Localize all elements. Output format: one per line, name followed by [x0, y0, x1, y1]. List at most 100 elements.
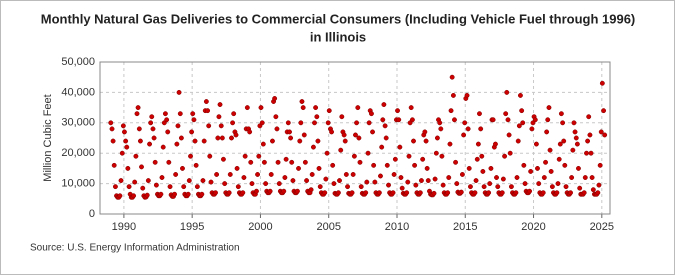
point [488, 165, 494, 171]
point [544, 129, 550, 135]
point [177, 111, 183, 117]
point [111, 162, 117, 168]
point [533, 141, 539, 147]
point [126, 184, 132, 190]
point [355, 105, 361, 111]
point [434, 135, 440, 141]
point [255, 172, 261, 177]
point [503, 111, 509, 117]
point [248, 159, 254, 165]
point [431, 190, 437, 196]
point [588, 150, 594, 156]
point [309, 172, 315, 177]
point [322, 190, 328, 196]
point [275, 159, 281, 165]
point [500, 176, 506, 182]
point [137, 138, 143, 144]
point [164, 117, 170, 123]
point [302, 159, 308, 165]
point [247, 129, 253, 135]
point [193, 162, 199, 168]
point [423, 138, 429, 144]
point [217, 102, 223, 108]
point [281, 188, 287, 194]
point [112, 184, 118, 190]
point [235, 184, 241, 190]
point [515, 138, 521, 144]
point [172, 191, 178, 197]
point [587, 132, 593, 138]
point [568, 190, 573, 196]
point [167, 184, 173, 190]
y-tick-label: 20,000 [61, 147, 95, 159]
point [411, 138, 416, 144]
point [519, 108, 525, 114]
point [316, 165, 322, 171]
point [356, 135, 362, 141]
point [571, 120, 577, 126]
point [398, 175, 404, 180]
point [472, 190, 478, 196]
point [226, 190, 232, 196]
point [596, 182, 602, 188]
point [541, 175, 547, 180]
point [370, 129, 375, 135]
point [231, 111, 237, 117]
point [109, 126, 115, 132]
point [383, 135, 389, 141]
point [372, 179, 378, 185]
point [229, 135, 234, 141]
plot-area [99, 61, 611, 215]
point [536, 181, 542, 187]
point [218, 123, 224, 129]
point [576, 165, 581, 171]
point [241, 175, 247, 180]
point [420, 156, 426, 162]
point [110, 138, 116, 144]
point [178, 135, 184, 141]
point [546, 105, 552, 111]
point [543, 159, 549, 165]
point [213, 190, 218, 196]
y-tick-label: 50,000 [61, 56, 95, 68]
point [432, 176, 438, 182]
point [158, 191, 164, 197]
point [240, 190, 246, 196]
point [121, 129, 127, 135]
y-tick-label: 40,000 [61, 86, 95, 98]
point [123, 138, 129, 144]
point [219, 135, 225, 141]
point [343, 172, 349, 177]
point [535, 165, 540, 171]
point [595, 190, 601, 196]
point [134, 111, 140, 117]
point [259, 120, 265, 126]
point [412, 162, 418, 168]
point [203, 99, 209, 104]
point [166, 159, 172, 165]
point [494, 175, 499, 180]
point [413, 182, 419, 188]
point [159, 175, 165, 180]
point [453, 159, 459, 165]
point [397, 144, 403, 150]
point [358, 184, 364, 190]
point [465, 126, 471, 132]
point [371, 162, 377, 168]
point [514, 175, 520, 180]
point [391, 172, 397, 177]
point [230, 120, 236, 126]
point [504, 89, 510, 95]
point [502, 153, 508, 159]
point [323, 176, 329, 182]
point [450, 92, 456, 98]
point [349, 190, 355, 196]
point [242, 153, 248, 159]
point [194, 184, 200, 190]
point [480, 168, 486, 174]
point [289, 159, 295, 165]
point [521, 162, 527, 168]
point [304, 178, 310, 184]
point [338, 147, 344, 153]
